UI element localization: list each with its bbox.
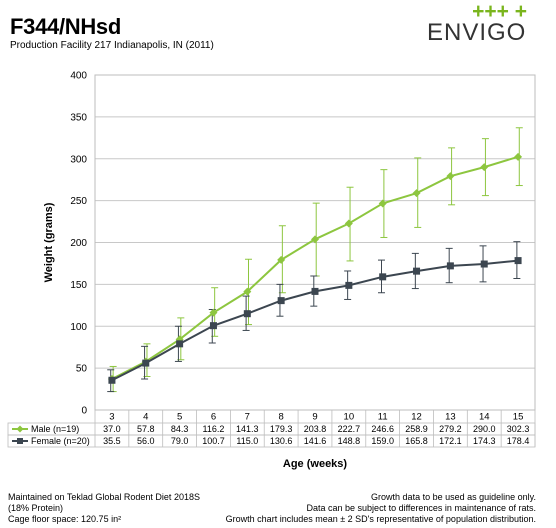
plot-area [94, 74, 536, 411]
data-point-female [209, 322, 217, 330]
x-tick-label: 14 [479, 412, 490, 423]
footer-distribution: Growth chart includes mean ± 2 SD's repr… [225, 514, 536, 524]
legend-marker-male [16, 425, 24, 433]
table-value: 179.3 [270, 424, 293, 434]
footer-diet: Maintained on Teklad Global Rodent Diet … [8, 492, 200, 502]
table-value: 174.3 [473, 436, 496, 446]
table-value: 178.4 [507, 436, 530, 446]
y-tick-label: 350 [70, 112, 87, 123]
table-value: 79.0 [171, 436, 189, 446]
footer-cage-space: Cage floor space: 120.75 in² [8, 514, 122, 524]
data-point-male [446, 172, 455, 181]
x-axis-label: Age (weeks) [283, 458, 348, 470]
footer-guideline: Growth data to be used as guideline only… [371, 492, 536, 502]
data-point-male [277, 255, 286, 264]
legend-label: Male (n=19) [31, 424, 79, 434]
table-value: 172.1 [439, 436, 462, 446]
series-line-female [111, 259, 519, 382]
table-value: 57.8 [137, 424, 155, 434]
x-tick-label: 7 [245, 412, 250, 423]
chart-title: F344/NHsd [10, 14, 122, 39]
data-point-female [176, 340, 184, 348]
x-tick-label: 6 [211, 412, 216, 423]
table-value: 130.6 [270, 436, 293, 446]
table-value: 246.6 [371, 424, 394, 434]
data-point-female [345, 281, 353, 289]
table-value: 159.0 [371, 436, 394, 446]
x-tick-label: 3 [109, 412, 114, 423]
table-value: 258.9 [405, 424, 428, 434]
data-point-male [480, 163, 489, 172]
table-value: 84.3 [171, 424, 189, 434]
legend-label: Female (n=20) [31, 436, 90, 446]
data-point-male [412, 189, 421, 198]
x-tick-label: 8 [279, 412, 284, 423]
chart-subtitle: Production Facility 217 Indianapolis, IN… [10, 40, 214, 51]
data-point-male [243, 287, 252, 296]
data-point-female [243, 310, 251, 318]
y-tick-label: 400 [70, 71, 87, 82]
y-tick-label: 100 [70, 322, 87, 333]
growth-chart: 0 50 100 150 200 250 300 350 400 Weight (grams) 3 4… [7, 71, 536, 470]
table-value: 141.3 [236, 424, 259, 434]
data-point-female [277, 297, 285, 305]
data-point-male [344, 219, 353, 228]
table-value: 165.8 [405, 436, 428, 446]
data-point-female [514, 257, 522, 265]
y-tick-label: 0 [81, 406, 87, 417]
table-value: 290.0 [473, 424, 496, 434]
footer-protein: (18% Protein) [8, 503, 64, 513]
x-tick-label: 9 [312, 412, 317, 423]
y-tick-label: 50 [76, 364, 88, 375]
table-value: 222.7 [338, 424, 361, 434]
data-point-female [311, 287, 319, 295]
data-point-male [514, 152, 523, 161]
x-tick-label: 11 [378, 412, 388, 423]
footer-maintenance: Data can be subject to differences in ma… [306, 503, 536, 513]
table-value: 37.0 [103, 424, 121, 434]
y-tick-label: 300 [70, 154, 87, 165]
table-value: 116.2 [203, 424, 225, 434]
series-line-male [111, 155, 519, 380]
data-point-female [446, 262, 454, 270]
x-tick-label: 15 [513, 412, 524, 423]
envigo-logo: +++ + ENVIGO [427, 0, 527, 50]
data-point-male [378, 199, 387, 208]
table-value: 302.3 [507, 424, 530, 434]
x-tick-label: 5 [177, 412, 182, 423]
x-tick-label: 10 [344, 412, 355, 423]
table-value: 35.5 [103, 436, 121, 446]
y-tick-label: 250 [70, 196, 87, 207]
table-value: 279.2 [439, 424, 462, 434]
data-point-female [142, 359, 150, 367]
table-value: 203.8 [304, 424, 327, 434]
y-tick-label: 200 [70, 238, 87, 249]
table-value: 141.6 [304, 436, 327, 446]
x-tick-label: 13 [445, 412, 456, 423]
x-tick-label: 12 [411, 412, 422, 423]
data-point-female [480, 260, 488, 268]
table-value: 115.0 [236, 436, 258, 446]
y-tick-label: 150 [70, 280, 87, 291]
table-value: 56.0 [137, 436, 155, 446]
data-point-male [311, 235, 319, 244]
logo-plus-marks: +++ + [472, 0, 527, 23]
table-value: 100.7 [202, 436, 225, 446]
x-tick-label: 4 [143, 412, 148, 423]
data-point-male [209, 308, 218, 317]
logo-text: ENVIGO [427, 19, 527, 46]
footer-notes-left: Maintained on Teklad Global Rodent Diet … [8, 492, 200, 525]
table-value: 148.8 [338, 436, 361, 446]
data-point-female [413, 267, 421, 275]
data-point-female [108, 376, 116, 384]
y-axis-label: Weight (grams) [43, 202, 55, 282]
data-point-female [379, 273, 387, 281]
footer-notes-right: Growth data to be used as guideline only… [226, 492, 536, 525]
legend-marker-female [17, 438, 23, 444]
